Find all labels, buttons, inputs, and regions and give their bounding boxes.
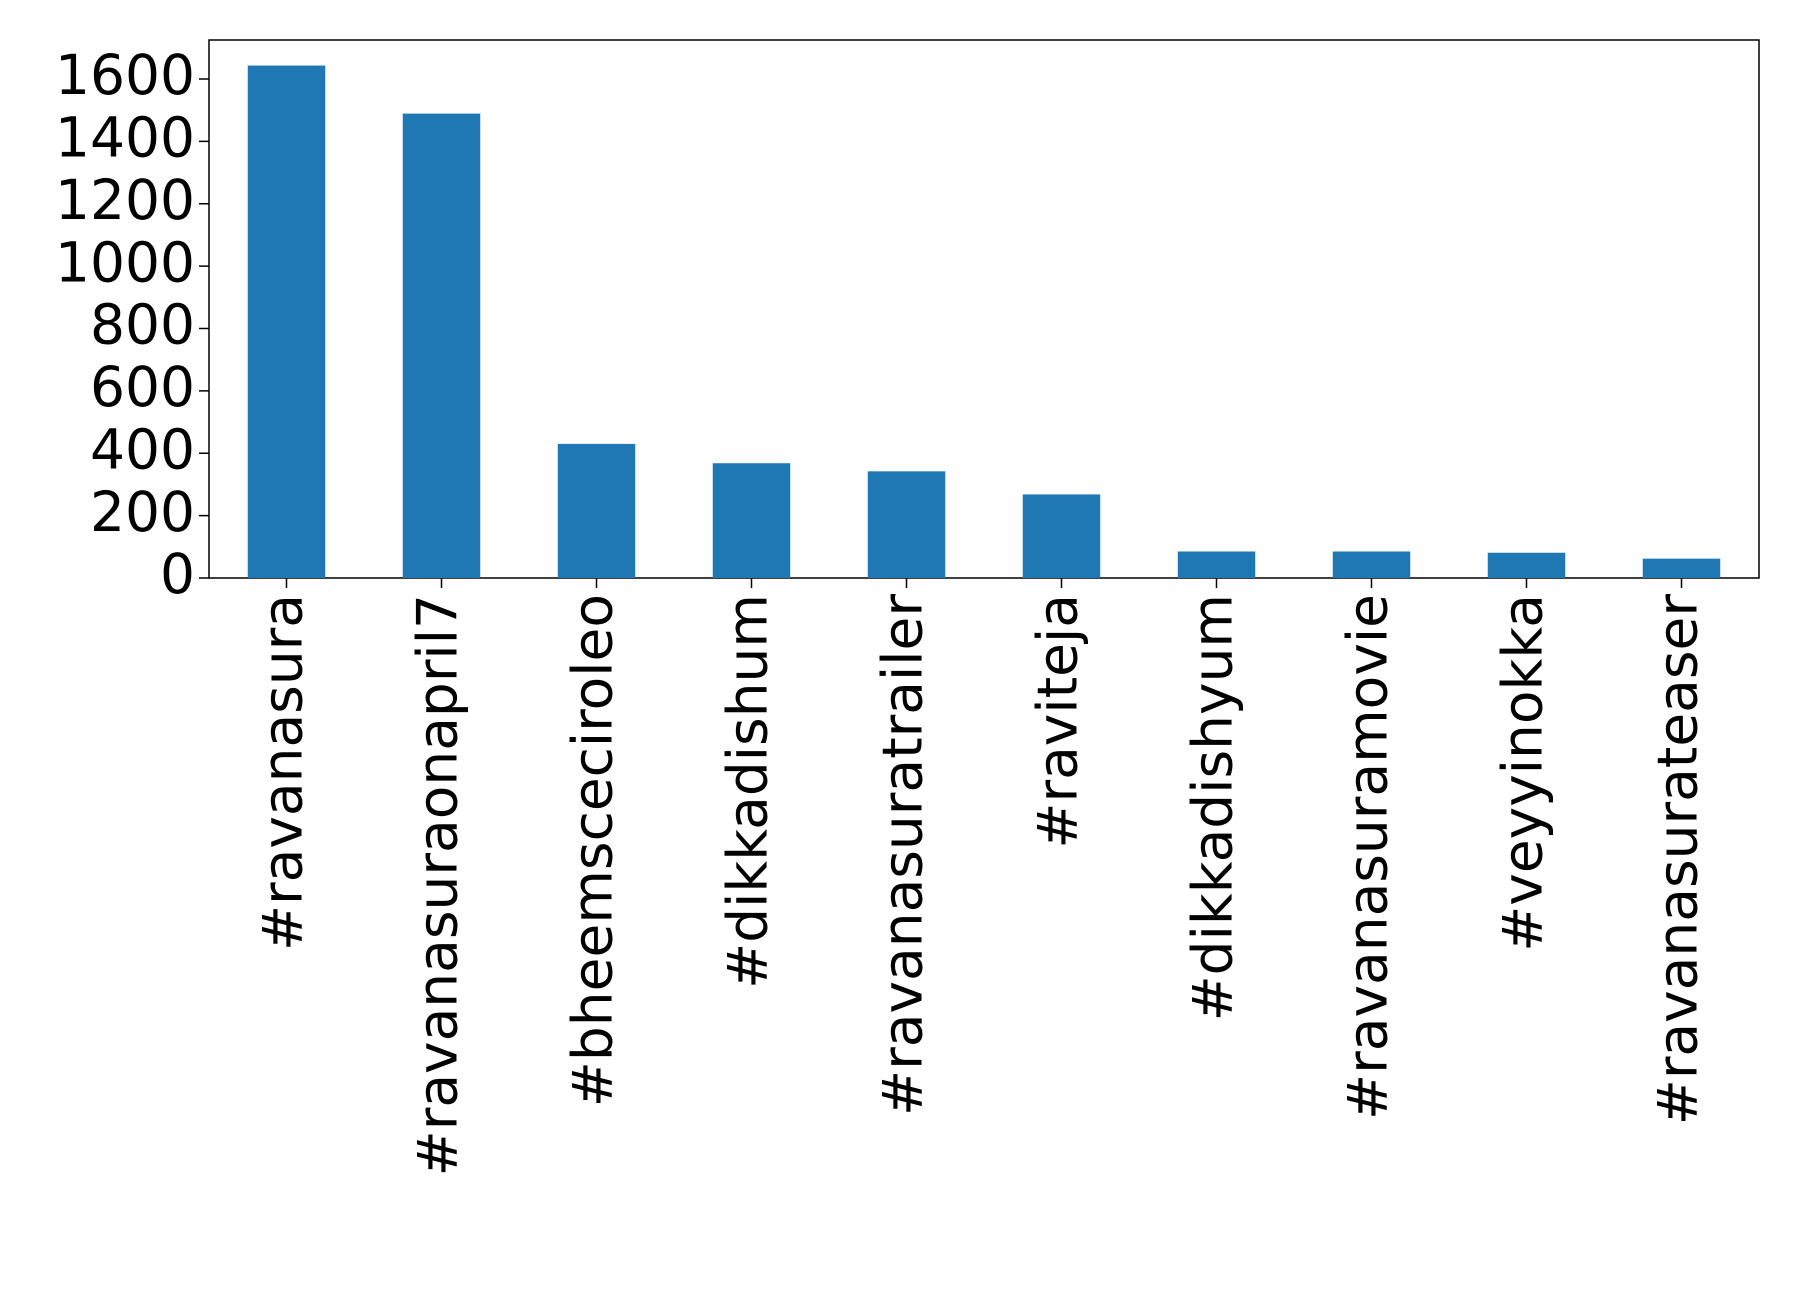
y-tick-label: 0 xyxy=(160,542,195,606)
y-tick-label: 800 xyxy=(90,293,195,357)
bar xyxy=(1177,551,1256,578)
x-tick-label: #ravanasura xyxy=(251,594,315,951)
bar xyxy=(1487,552,1566,578)
x-tick-label: #ravanasurateaser xyxy=(1646,594,1710,1126)
bar xyxy=(867,471,946,578)
plot-frame xyxy=(208,39,1760,579)
bar xyxy=(712,463,791,578)
bar xyxy=(247,65,326,579)
y-tick-label: 1000 xyxy=(55,230,195,294)
x-tick-label: #dikkadishyum xyxy=(1181,594,1245,1021)
x-tick-label: #ravanasuramovie xyxy=(1336,594,1400,1120)
y-tick-label: 400 xyxy=(90,417,195,481)
bar xyxy=(402,113,481,578)
bar xyxy=(1022,494,1101,578)
x-tick-label: #dikkadishum xyxy=(716,594,780,989)
x-tick-label: #veyyinokka xyxy=(1491,594,1555,952)
x-tick-label: #bheemsceciroleo xyxy=(561,594,625,1107)
bar xyxy=(1642,558,1721,578)
y-tick-label: 600 xyxy=(90,355,195,419)
bar xyxy=(557,443,636,578)
y-tick-label: 200 xyxy=(90,480,195,544)
y-tick-label: 1400 xyxy=(55,106,195,170)
y-tick-label: 1600 xyxy=(55,43,195,107)
y-tick-label: 1200 xyxy=(55,168,195,232)
x-tick-label: #ravanasuraonapril7 xyxy=(406,594,470,1176)
x-tick-label: #ravanasuratrailer xyxy=(871,594,935,1116)
x-tick-label: #raviteja xyxy=(1026,594,1090,849)
bar xyxy=(1332,551,1411,578)
